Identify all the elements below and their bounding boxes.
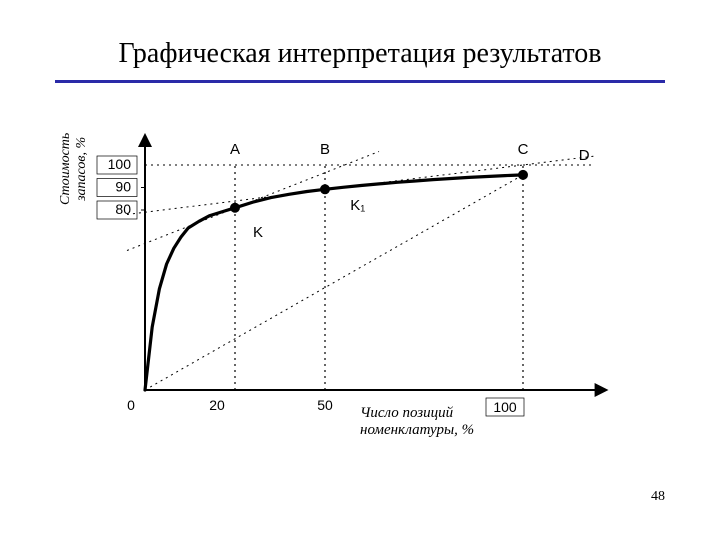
slide-title: Графическая интерпретация результатов <box>0 38 720 70</box>
svg-text:90: 90 <box>115 179 131 195</box>
svg-text:D: D <box>579 147 590 164</box>
svg-text:50: 50 <box>317 397 333 413</box>
svg-text:0: 0 <box>127 397 135 413</box>
svg-text:100: 100 <box>108 156 132 172</box>
y-axis-label: Стоимость запасов, % <box>58 133 90 205</box>
svg-text:K₁: K₁ <box>350 197 365 214</box>
abc-curve-chart: Стоимость запасов, % Число позиций номен… <box>80 115 620 435</box>
chart-svg: A B C D 80 90 100 0 20 50 100 K K₁ <box>80 115 620 435</box>
svg-text:20: 20 <box>209 397 225 413</box>
x-axis-label: Число позиций номенклатуры, % <box>360 405 474 440</box>
page-number: 48 <box>651 489 665 505</box>
svg-text:K: K <box>253 224 263 241</box>
svg-text:80: 80 <box>115 201 131 217</box>
svg-text:C: C <box>518 141 529 158</box>
title-underline <box>55 80 665 83</box>
svg-text:100: 100 <box>493 399 517 415</box>
svg-text:A: A <box>230 141 240 158</box>
svg-text:B: B <box>320 141 330 158</box>
